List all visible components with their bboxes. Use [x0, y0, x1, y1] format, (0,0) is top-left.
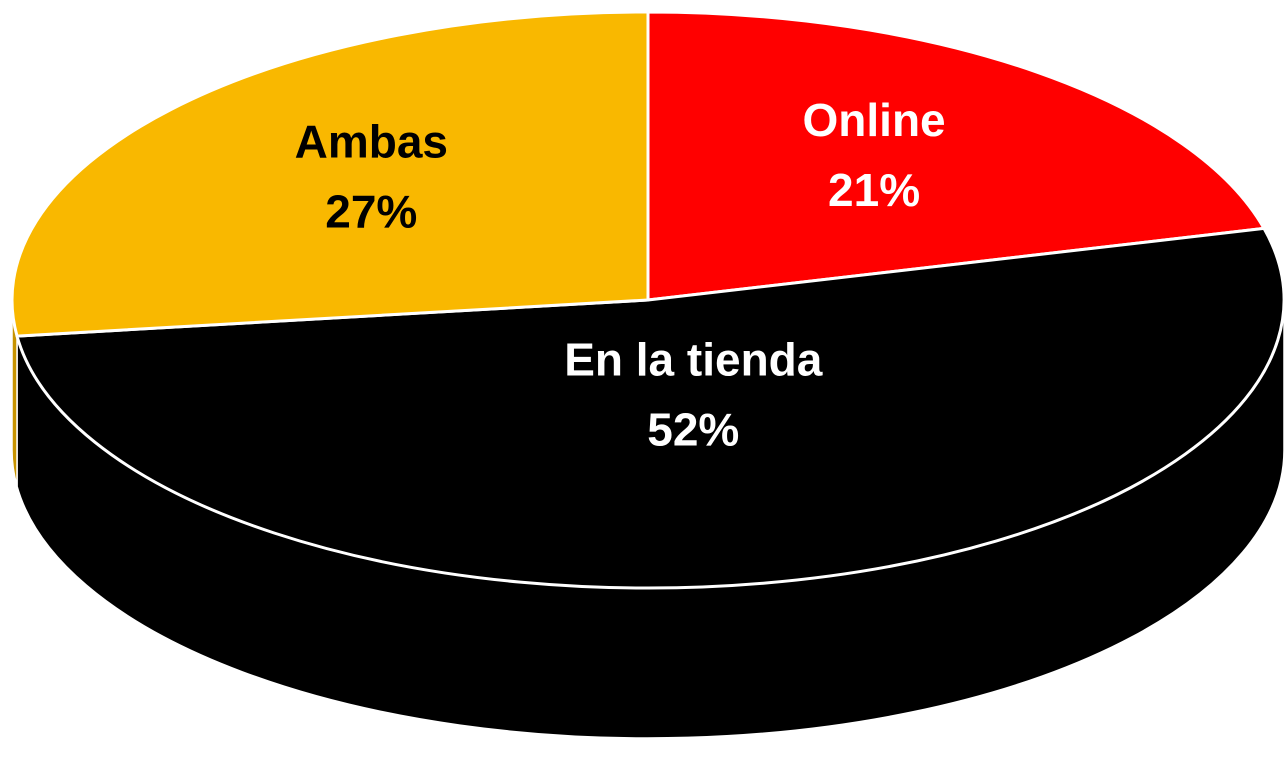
slice-label: En la tienda — [564, 334, 823, 386]
value-label: 27% — [325, 186, 417, 238]
value-label: 21% — [828, 164, 920, 216]
slice-label: Ambas — [295, 116, 448, 168]
slice-label: Online — [803, 94, 946, 146]
slice — [10, 10, 650, 338]
value-label: 52% — [647, 404, 739, 456]
slice — [646, 10, 1266, 302]
